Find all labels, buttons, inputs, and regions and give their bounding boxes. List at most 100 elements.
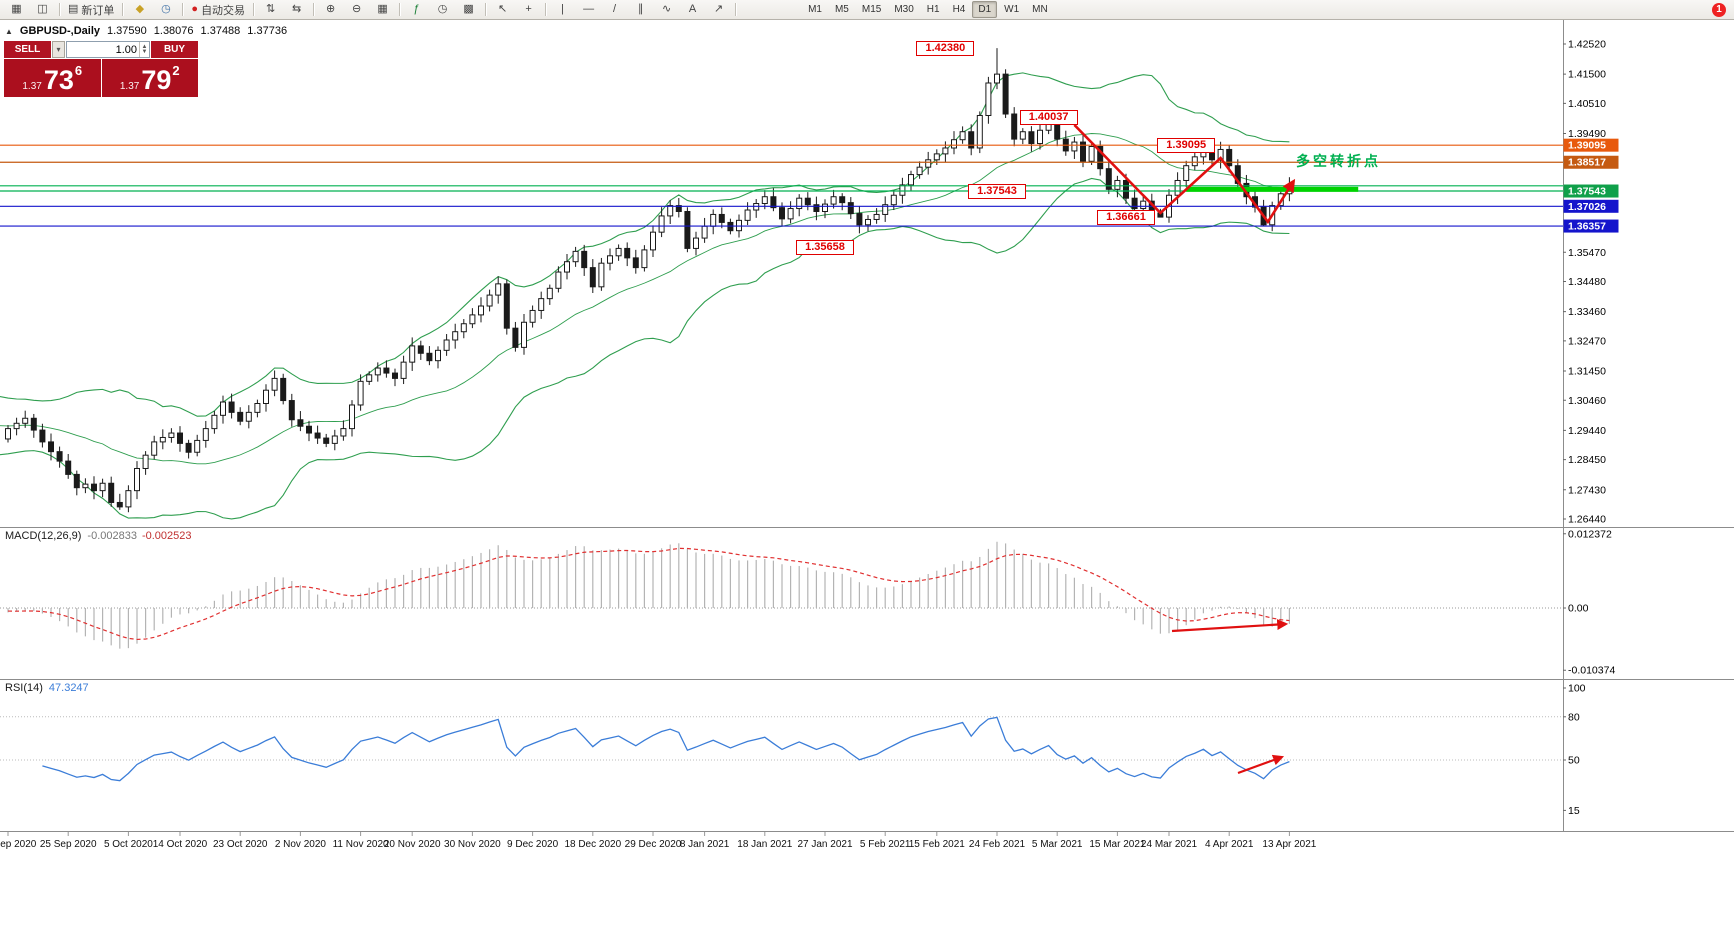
toolbar-group-scroll: ⇅ ⇆	[258, 1, 309, 19]
sell-price-button[interactable]: 1.37 73 6	[4, 59, 101, 97]
svg-text:5 Feb 2021: 5 Feb 2021	[860, 839, 911, 850]
svg-text:1.37026: 1.37026	[1568, 201, 1606, 213]
profiles-icon[interactable]: ◫	[30, 1, 55, 19]
horizontal-line-icon[interactable]: —	[576, 1, 601, 19]
svg-text:1.35470: 1.35470	[1568, 247, 1606, 259]
svg-text:16 Sep 2020: 16 Sep 2020	[0, 839, 37, 850]
price-annotation-label[interactable]: 1.36661	[1097, 210, 1155, 226]
tf-h4-button[interactable]: H4	[947, 1, 972, 18]
volume-input[interactable]: 1.00 ▲ ▼	[66, 41, 150, 58]
expert-advisors-icon[interactable]: ◆	[127, 1, 152, 19]
new-order-button-label: 新订单	[81, 4, 115, 17]
svg-text:2 Nov 2020: 2 Nov 2020	[275, 839, 327, 850]
svg-text:50: 50	[1568, 755, 1580, 767]
indicators-icon-glyph: ƒ	[413, 3, 420, 15]
history-center-icon[interactable]: ◷	[153, 1, 178, 19]
ohlc-open: 1.37590	[107, 25, 147, 37]
price-annotation-label[interactable]: 1.40037	[1019, 110, 1078, 126]
cursor-icon[interactable]: ↖	[490, 1, 515, 19]
arrows-tool-icon[interactable]: ↗	[706, 1, 731, 19]
volume-spinner-up-icon[interactable]: ▲	[141, 43, 148, 50]
volume-value[interactable]: 1.00	[115, 43, 137, 56]
symbol-title: GBPUSD-,Daily	[19, 25, 100, 37]
svg-text:15 Feb 2021: 15 Feb 2021	[909, 839, 966, 850]
toolbar-separator	[122, 3, 124, 16]
toolbar-separator	[399, 3, 401, 16]
svg-text:18 Jan 2021: 18 Jan 2021	[737, 839, 792, 850]
volume-spinner-down-icon[interactable]: ▼	[141, 48, 148, 55]
svg-text:1.39095: 1.39095	[1568, 140, 1606, 152]
buy-button[interactable]: BUY	[151, 41, 198, 58]
crosshair-icon[interactable]: +	[516, 1, 541, 19]
auto-scroll-icon[interactable]: ⇅	[258, 1, 283, 19]
toolbar-group-apps: ◆ ◷	[127, 1, 178, 19]
svg-text:1.40510: 1.40510	[1568, 98, 1606, 110]
price-annotation-label[interactable]: 1.42380	[916, 41, 975, 57]
channel-icon[interactable]: ∥	[628, 1, 653, 19]
new-chart-icon[interactable]: ▦	[4, 1, 29, 19]
templates-icon[interactable]: ▩	[456, 1, 481, 19]
turning-point-note[interactable]: 多空转折点	[1296, 153, 1381, 169]
macd-name: MACD(12,26,9)	[5, 530, 82, 542]
candlestick-series[interactable]	[5, 48, 1293, 513]
periods-icon[interactable]: ◷	[430, 1, 455, 19]
tf-h1-button[interactable]: H1	[921, 1, 946, 18]
rsi-trend-arrow[interactable]	[1237, 754, 1285, 775]
trendline-icon[interactable]: /	[602, 1, 627, 19]
price-annotation-label[interactable]: 1.37543	[968, 184, 1026, 200]
svg-text:1.26440: 1.26440	[1568, 514, 1606, 526]
price-annotation-label[interactable]: 1.35658	[796, 239, 854, 255]
rsi-name: RSI(14)	[5, 682, 43, 694]
tf-m15-button[interactable]: M15	[856, 1, 887, 18]
toolbar-group-zoom: ⊕ ⊖ ▦	[318, 1, 395, 19]
tf-d1-button[interactable]: D1	[972, 1, 998, 18]
crosshair-icon-glyph: +	[525, 3, 532, 15]
tf-m30-button[interactable]: M30	[888, 1, 919, 18]
tf-m5-button-label: M5	[834, 4, 849, 15]
tile-windows-icon[interactable]: ▦	[370, 1, 395, 19]
buy-price-big: 79	[141, 65, 172, 95]
volume-dropdown-icon[interactable]: ▾	[52, 41, 65, 58]
vertical-line-icon-glyph: |	[561, 3, 564, 15]
buy-price-button[interactable]: 1.37 79 2	[101, 59, 198, 97]
price-annotation-label[interactable]: 1.39095	[1157, 138, 1216, 154]
tf-m1-button[interactable]: M1	[802, 1, 828, 18]
svg-text:8 Jan 2021: 8 Jan 2021	[680, 839, 730, 850]
chart-annotations[interactable]: 多空转折点	[1073, 124, 1381, 775]
notification-badge[interactable]: 1	[1712, 2, 1726, 17]
chart-shift-icon[interactable]: ⇆	[284, 1, 309, 19]
svg-text:30 Nov 2020: 30 Nov 2020	[444, 839, 501, 850]
toolbar-separator	[545, 3, 547, 16]
tf-m5-button[interactable]: M5	[829, 1, 855, 18]
macd-trend-arrow[interactable]	[1171, 619, 1289, 633]
price-axis-tags: 1.39095 1.38517 1.37543 1.37026 1.36357	[1563, 138, 1619, 233]
svg-text:1.37543: 1.37543	[1568, 186, 1606, 198]
fibonacci-icon[interactable]: ∿	[654, 1, 679, 19]
tf-w1-button[interactable]: W1	[998, 1, 1025, 18]
toolbar: ▦ ◫ ▤ 新订单 ◆ ◷ ● 自动交易 ⇅ ⇆ ⊕ ⊖ ▦ ƒ ◷ ▩ ↖ + | — / ∥ ∿ A ↗ M1 M5 M15 M30…	[0, 0, 1734, 20]
svg-text:1.30460: 1.30460	[1568, 395, 1606, 407]
one-click-trading-panel: SELL ▾ 1.00 ▲ ▼ BUY 1.37 73 6 1.37 79 2	[4, 41, 198, 97]
new-order-button[interactable]: ▤ 新订单	[64, 1, 118, 19]
collapse-icon[interactable]: ▲	[5, 26, 13, 36]
red-zigzag-trend-arrow[interactable]	[1073, 124, 1296, 225]
zoom-out-icon[interactable]: ⊖	[344, 1, 369, 19]
zoom-in-icon[interactable]: ⊕	[318, 1, 343, 19]
indicators-icon[interactable]: ƒ	[404, 1, 429, 19]
tf-mn-button[interactable]: MN	[1026, 1, 1054, 18]
toolbar-separator	[59, 3, 60, 16]
svg-text:0.00: 0.00	[1568, 603, 1589, 615]
toolbar-separator	[182, 3, 184, 16]
vertical-line-icon[interactable]: |	[550, 1, 575, 19]
autotrading-button[interactable]: ● 自动交易	[187, 1, 249, 19]
thick-green-support-line[interactable]	[1186, 186, 1359, 192]
macd-main-value: -0.002833	[87, 530, 137, 542]
toolbar-group-insert: ƒ ◷ ▩	[404, 1, 481, 19]
text-label-icon[interactable]: A	[680, 1, 705, 19]
sell-button[interactable]: SELL	[4, 41, 51, 58]
sell-price-prefix: 1.37	[22, 81, 42, 92]
bollinger-bands	[0, 72, 1290, 520]
volume-spinner[interactable]: ▲ ▼	[139, 42, 149, 57]
